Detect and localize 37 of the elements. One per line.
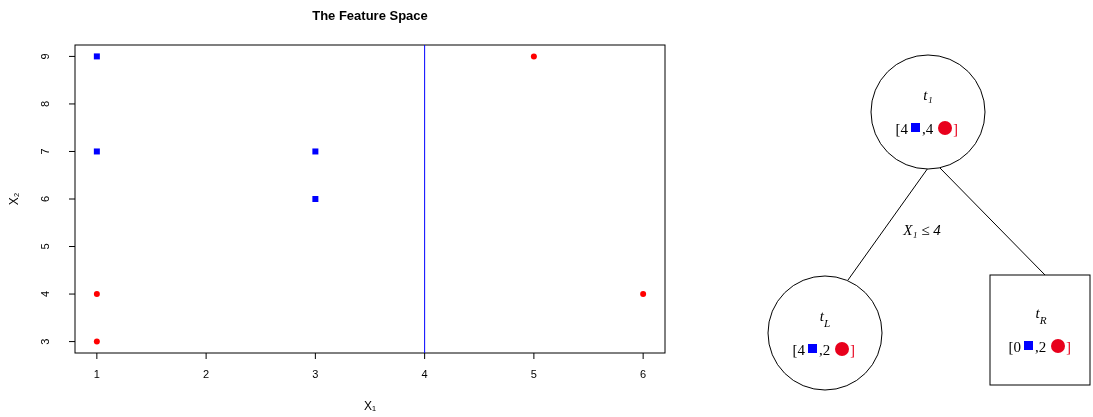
text: t₁: [923, 87, 933, 103]
text: [4: [792, 342, 806, 358]
text: t$_{R}$: [1035, 305, 1047, 326]
x-tick-label: 2: [203, 368, 210, 380]
text: t$_{L}$: [819, 308, 831, 329]
y-tick-label: 5: [38, 243, 51, 250]
x-tick-label: 1: [93, 368, 100, 380]
text: ,2: [819, 342, 831, 358]
y-tick-label: 8: [38, 100, 51, 107]
x-tick-label: 6: [640, 368, 647, 380]
text: ,2: [1035, 339, 1047, 355]
text: [4: [895, 121, 909, 137]
point: [530, 53, 537, 60]
y-axis-title: X₂: [7, 192, 21, 206]
point: [312, 148, 319, 155]
text: X₁ ≤ 4: [902, 222, 942, 238]
y-tick-label: 3: [38, 338, 51, 345]
x-tick-label: 3: [312, 368, 319, 380]
point: [640, 291, 647, 298]
x-axis-title: X₁: [363, 399, 377, 413]
text: ,4: [922, 121, 934, 137]
y-tick-label: 4: [38, 291, 51, 298]
text: [0: [1008, 339, 1021, 355]
y-tick-label: 9: [38, 53, 51, 60]
point: [93, 338, 100, 345]
x-tick-label: 5: [530, 368, 537, 380]
point: [93, 148, 100, 155]
point: [312, 196, 319, 202]
point: [93, 53, 100, 60]
x-tick-label: 4: [421, 368, 428, 380]
text: ]: [953, 121, 958, 137]
chart-title: The Feature Space: [312, 8, 428, 23]
point: [93, 291, 100, 298]
y-tick-label: 6: [38, 195, 51, 203]
y-tick-label: 7: [38, 148, 51, 155]
text: ]: [1066, 339, 1071, 355]
text: ]: [850, 342, 855, 358]
